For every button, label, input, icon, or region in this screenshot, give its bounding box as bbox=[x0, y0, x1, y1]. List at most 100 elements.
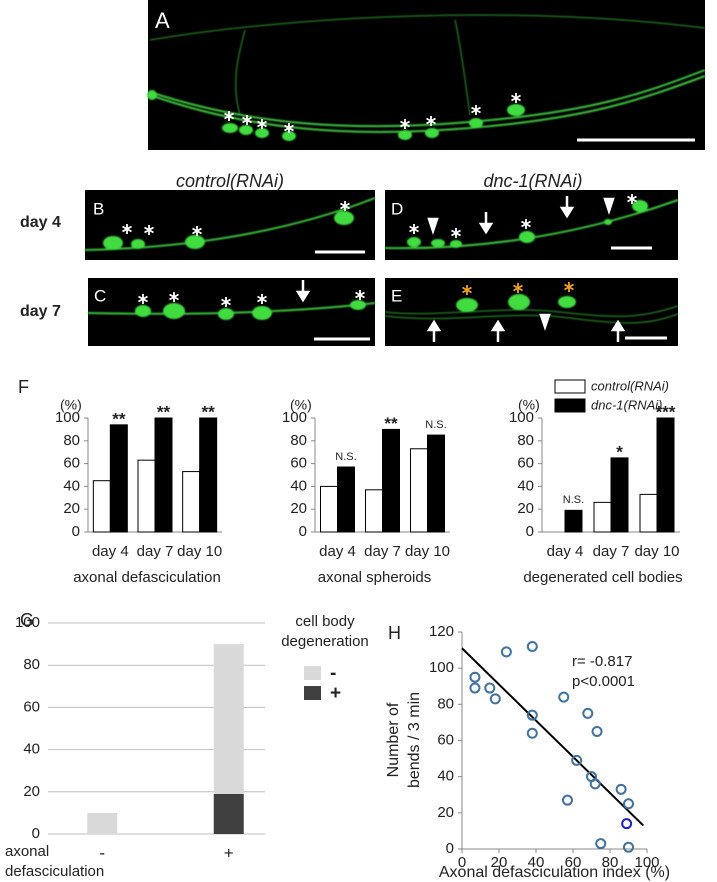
x-tick-label: 0 bbox=[458, 854, 466, 871]
column-title: dnc-1(RNAi) bbox=[483, 171, 582, 191]
bar bbox=[320, 485, 338, 533]
significance-label: * bbox=[616, 442, 623, 461]
point bbox=[621, 818, 633, 830]
significance-label: ** bbox=[157, 402, 171, 421]
point bbox=[484, 682, 496, 694]
y-tick-label: 80 bbox=[437, 695, 454, 712]
y-tick-label: 40 bbox=[23, 741, 40, 758]
y-tick-label: 20 bbox=[290, 500, 307, 517]
significance-label: ** bbox=[384, 414, 398, 433]
point bbox=[526, 727, 538, 739]
point bbox=[615, 783, 627, 795]
bar bbox=[154, 417, 173, 533]
row-label: day 7 bbox=[20, 303, 61, 320]
y-tick-label: 60 bbox=[290, 455, 307, 472]
significance-label: N.S. bbox=[563, 494, 584, 506]
micrograph-e bbox=[384, 278, 679, 346]
legend-swatch bbox=[554, 398, 586, 413]
x-tick-label: day 4 bbox=[547, 543, 584, 560]
point bbox=[595, 838, 607, 850]
bar-segment bbox=[213, 793, 244, 834]
bar bbox=[382, 428, 400, 533]
x-axis-label: axonal bbox=[5, 843, 49, 860]
bar bbox=[410, 448, 428, 533]
x-axis-label: defasciculation bbox=[5, 863, 104, 880]
x-tick-label: 100 bbox=[634, 854, 659, 871]
y-axis-label: bends / 3 min bbox=[406, 692, 423, 788]
micrograph-c bbox=[87, 278, 376, 346]
y-tick-label: 20 bbox=[437, 804, 454, 821]
legend-label: control(RNAi) bbox=[591, 378, 669, 393]
trend-line bbox=[461, 647, 644, 827]
legend-label: dnc-1(RNAi) bbox=[591, 397, 663, 412]
y-axis-label: (%) bbox=[290, 397, 312, 413]
micrograph-a bbox=[147, 0, 706, 150]
point bbox=[561, 794, 573, 806]
x-tick-label: - bbox=[99, 843, 105, 862]
point bbox=[623, 798, 634, 810]
significance-label: N.S. bbox=[425, 419, 446, 431]
bar bbox=[182, 471, 201, 533]
y-tick-label: 60 bbox=[517, 455, 534, 472]
x-axis-label: degenerated cell bodies bbox=[523, 569, 682, 586]
row-label: day 4 bbox=[20, 214, 61, 231]
point bbox=[558, 691, 570, 703]
point bbox=[526, 640, 538, 652]
bar bbox=[610, 457, 629, 533]
bar bbox=[639, 493, 658, 533]
y-tick-label: 40 bbox=[290, 477, 307, 494]
y-tick-label: 0 bbox=[446, 840, 454, 857]
y-tick-label: 0 bbox=[32, 825, 40, 842]
legend-label: - bbox=[330, 663, 336, 684]
y-tick-label: 60 bbox=[437, 731, 454, 748]
bar bbox=[109, 424, 128, 533]
y-tick-label: 80 bbox=[63, 432, 80, 449]
panel-label: C bbox=[94, 286, 106, 305]
x-tick-label: day 7 bbox=[593, 543, 630, 560]
micrograph-d bbox=[384, 190, 679, 260]
panel-label: A bbox=[155, 8, 170, 33]
point bbox=[526, 709, 538, 721]
x-axis-label: Axonal defasciculation index (%) bbox=[439, 864, 670, 881]
bar bbox=[365, 489, 383, 533]
y-tick-label: 120 bbox=[429, 623, 454, 640]
significance-label: *** bbox=[656, 402, 676, 421]
legend-title: degeneration bbox=[281, 633, 369, 650]
y-tick-label: 40 bbox=[517, 477, 534, 494]
y-tick-label: 80 bbox=[517, 432, 534, 449]
annotation: r= -0.817 bbox=[572, 653, 632, 670]
x-tick-label: 60 bbox=[565, 854, 582, 871]
x-tick-label: day 7 bbox=[137, 543, 174, 560]
point bbox=[571, 754, 583, 766]
legend-swatch bbox=[554, 379, 586, 394]
y-tick-label: 60 bbox=[23, 698, 40, 715]
bar bbox=[593, 501, 612, 533]
x-tick-label: day 10 bbox=[634, 543, 679, 560]
x-tick-label: day 10 bbox=[177, 543, 222, 560]
x-axis-label: axonal spheroids bbox=[318, 569, 431, 586]
bar bbox=[656, 417, 675, 533]
bar bbox=[199, 417, 218, 533]
point bbox=[469, 671, 481, 683]
significance-label: ** bbox=[112, 409, 126, 428]
y-axis-label: (%) bbox=[518, 397, 540, 413]
point bbox=[591, 725, 603, 737]
y-tick-label: 100 bbox=[429, 659, 454, 676]
y-tick-label: 0 bbox=[72, 523, 80, 540]
legend-swatch bbox=[304, 666, 321, 680]
y-tick-label: 0 bbox=[526, 523, 534, 540]
x-tick-label: day 4 bbox=[92, 543, 129, 560]
y-tick-label: 40 bbox=[437, 768, 454, 785]
y-tick-label: 20 bbox=[23, 783, 40, 800]
y-tick-label: 0 bbox=[299, 523, 307, 540]
column-title: control(RNAi) bbox=[176, 171, 284, 191]
y-tick-label: 100 bbox=[55, 409, 80, 426]
x-axis-label: axonal defasciculation bbox=[73, 569, 221, 586]
y-tick-label: 80 bbox=[290, 432, 307, 449]
y-tick-label: 40 bbox=[63, 477, 80, 494]
panel-label: E bbox=[391, 286, 402, 305]
y-tick-label: 100 bbox=[282, 409, 307, 426]
x-tick-label: 20 bbox=[491, 854, 508, 871]
point bbox=[589, 778, 601, 790]
point bbox=[623, 841, 634, 853]
